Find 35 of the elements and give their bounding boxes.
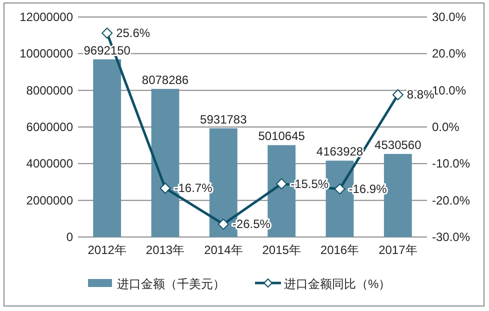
data-label: 8078286 bbox=[142, 72, 189, 87]
x-tick-label: 2012年 bbox=[88, 243, 126, 257]
bar bbox=[93, 59, 122, 237]
y-tick-label: 10000000 bbox=[20, 46, 74, 61]
y-tick-label: 12000000 bbox=[20, 10, 74, 24]
point bbox=[218, 218, 229, 230]
point bbox=[334, 183, 346, 194]
x-tick-label: 2017年 bbox=[378, 243, 418, 257]
y2-tick-label: 30.0% bbox=[432, 10, 466, 24]
data-label: 5010645 bbox=[258, 129, 306, 144]
y-tick-label: 0 bbox=[66, 230, 74, 244]
data-label: 25.6% bbox=[116, 26, 150, 40]
data-label: 8.8% bbox=[406, 88, 435, 102]
x-tick-label: 2013年 bbox=[146, 243, 185, 257]
legend-label: 进口金额（千美元） bbox=[117, 277, 225, 291]
y-tick-label: 2000000 bbox=[26, 193, 74, 208]
point bbox=[276, 178, 288, 190]
x-tick-label: 2015年 bbox=[262, 243, 301, 257]
y-tick-label: 6000000 bbox=[26, 120, 74, 134]
x-tick-label: 2014年 bbox=[204, 243, 243, 257]
data-label: 5931783 bbox=[200, 112, 248, 126]
y2-tick-label: -30.0% bbox=[432, 230, 470, 244]
y-tick-label: 4000000 bbox=[26, 156, 74, 171]
y-tick-label: 8000000 bbox=[26, 83, 74, 98]
point bbox=[102, 28, 113, 39]
y2-tick-label: 20.0% bbox=[432, 46, 466, 61]
data-label: 4163928 bbox=[316, 144, 364, 159]
data-label: 4530560 bbox=[374, 138, 422, 152]
y2-tick-label: -10.0% bbox=[432, 156, 470, 171]
y2-tick-label: -20.0% bbox=[432, 193, 470, 208]
point bbox=[160, 182, 171, 194]
y2-tick-label: 0.0% bbox=[432, 120, 460, 134]
x-tick-label: 2016年 bbox=[320, 243, 360, 257]
legend-label: 进口金额同比（%） bbox=[284, 277, 391, 291]
point bbox=[392, 89, 404, 100]
